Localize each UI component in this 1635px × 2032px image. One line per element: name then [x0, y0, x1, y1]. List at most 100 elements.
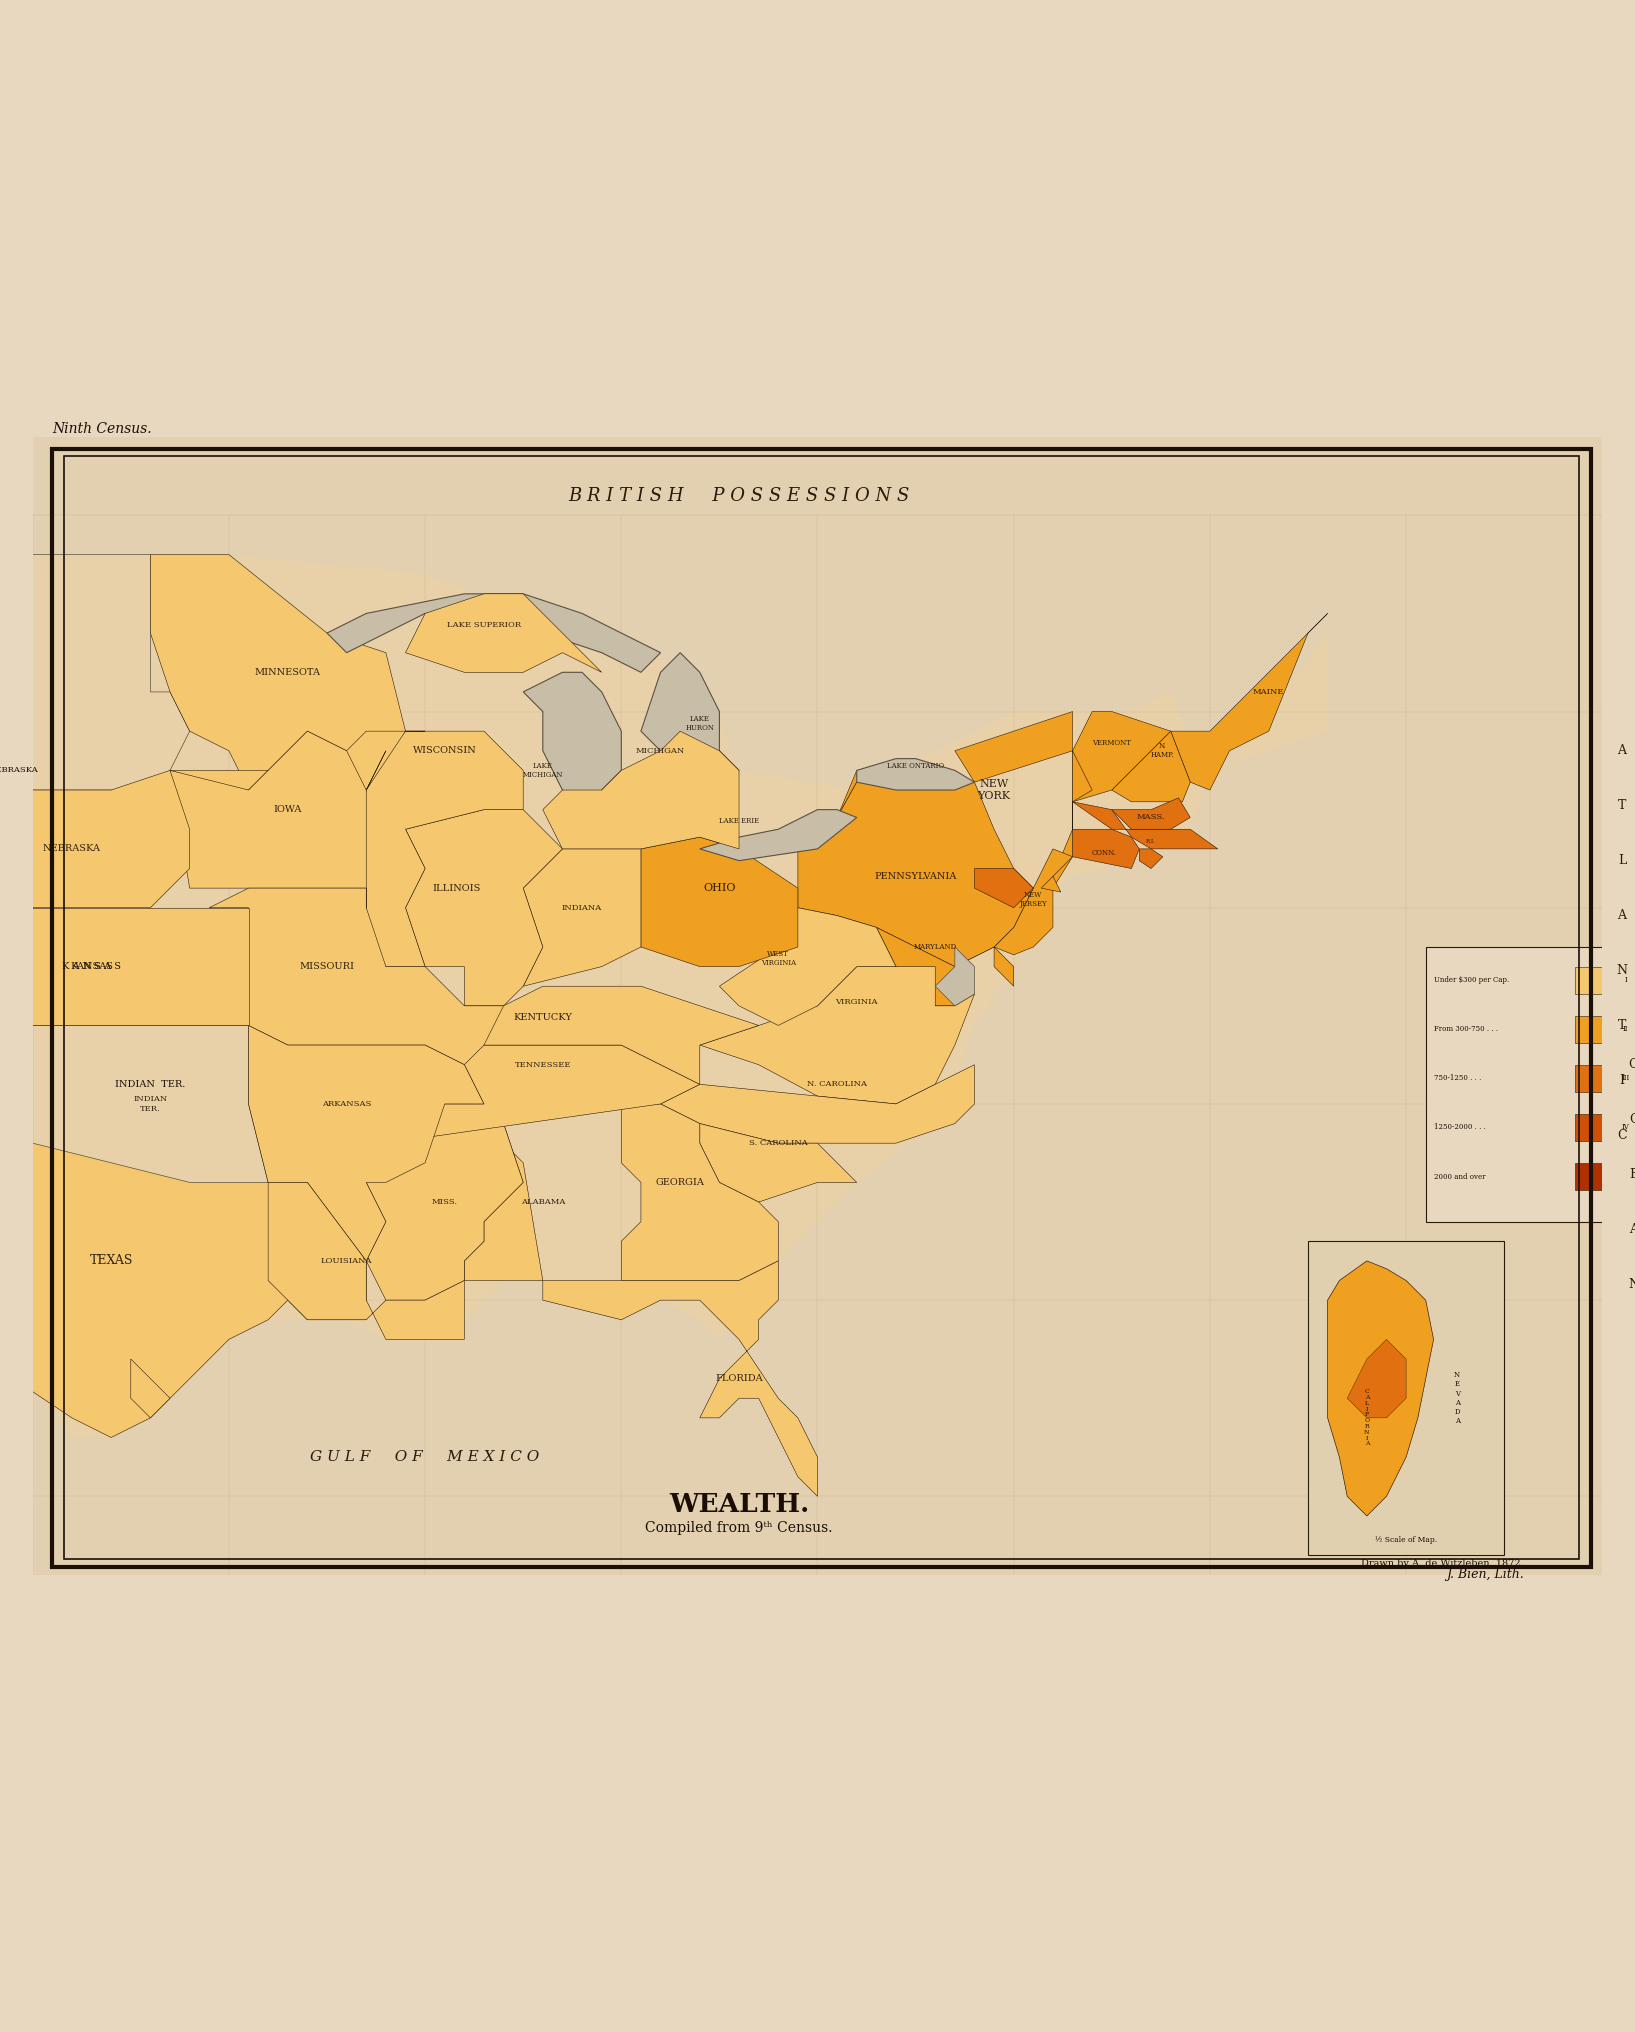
- Text: MISSOURI: MISSOURI: [299, 961, 355, 971]
- Text: MISS.: MISS.: [432, 1199, 458, 1207]
- Text: INDIAN
TER.: INDIAN TER.: [134, 1095, 167, 1114]
- Text: LAKE SUPERIOR: LAKE SUPERIOR: [446, 622, 522, 630]
- Text: MICHIGAN: MICHIGAN: [636, 748, 685, 754]
- Text: O: O: [1628, 1059, 1635, 1071]
- Text: VIRGINIA: VIRGINIA: [835, 998, 878, 1006]
- Bar: [1575, 1016, 1602, 1042]
- Polygon shape: [327, 593, 661, 673]
- Bar: [1308, 1242, 1504, 1554]
- Text: R.I.: R.I.: [1146, 839, 1156, 843]
- Text: G U L F     O F     M E X I C O: G U L F O F M E X I C O: [311, 1451, 540, 1465]
- Bar: [1575, 1065, 1602, 1091]
- Text: Compiled from 9ᵗʰ Census.: Compiled from 9ᵗʰ Census.: [646, 1520, 832, 1534]
- Text: ILLINOIS: ILLINOIS: [432, 884, 481, 892]
- Polygon shape: [1140, 849, 1162, 868]
- Text: Drawn by A. de Witzleben, 1872.: Drawn by A. de Witzleben, 1872.: [1360, 1559, 1524, 1567]
- Polygon shape: [0, 908, 249, 1026]
- Text: ½ Scale of Map.: ½ Scale of Map.: [1375, 1536, 1437, 1544]
- Polygon shape: [386, 1044, 700, 1144]
- Text: MAINE: MAINE: [1252, 689, 1285, 695]
- Text: N. CAROLINA: N. CAROLINA: [808, 1081, 867, 1089]
- Polygon shape: [249, 1026, 484, 1262]
- Polygon shape: [1073, 711, 1171, 803]
- Text: C: C: [1628, 1114, 1635, 1126]
- Text: N: N: [1617, 963, 1627, 977]
- Text: K A N S A S: K A N S A S: [62, 961, 121, 971]
- Polygon shape: [700, 1124, 857, 1203]
- Polygon shape: [405, 809, 562, 1006]
- Text: IV: IV: [1622, 1124, 1630, 1132]
- Text: NEW
JERSEY: NEW JERSEY: [1020, 892, 1046, 908]
- Text: T: T: [1617, 799, 1627, 813]
- Text: T: T: [1617, 1018, 1627, 1032]
- Text: LAKE ERIE: LAKE ERIE: [719, 817, 759, 825]
- Polygon shape: [641, 652, 739, 790]
- Polygon shape: [857, 758, 974, 790]
- Text: INDIAN  TER.: INDIAN TER.: [114, 1079, 186, 1089]
- Text: Under $300 per Cap.: Under $300 per Cap.: [1434, 975, 1509, 983]
- Text: J. Bien, Lith.: J. Bien, Lith.: [1445, 1569, 1524, 1581]
- Text: N.
HAMP.: N. HAMP.: [1151, 742, 1174, 760]
- Polygon shape: [1073, 803, 1218, 849]
- Polygon shape: [0, 555, 190, 790]
- Bar: [1575, 1162, 1602, 1191]
- Text: L: L: [1617, 853, 1627, 868]
- Text: I: I: [1619, 1073, 1625, 1087]
- Polygon shape: [700, 809, 857, 862]
- Text: LAKE
MICHIGAN: LAKE MICHIGAN: [523, 762, 562, 778]
- Polygon shape: [543, 1262, 818, 1496]
- Text: S. CAROLINA: S. CAROLINA: [749, 1140, 808, 1148]
- Text: PENNSYLVANIA: PENNSYLVANIA: [875, 872, 956, 880]
- Polygon shape: [0, 555, 33, 1026]
- Text: N: N: [1628, 1278, 1635, 1290]
- Polygon shape: [935, 947, 974, 1006]
- Text: KANSAS: KANSAS: [70, 961, 113, 971]
- Polygon shape: [837, 711, 1092, 967]
- Text: TEXAS: TEXAS: [90, 1254, 132, 1268]
- Polygon shape: [13, 1026, 366, 1437]
- Text: B R I T I S H     P O S S E S S I O N S: B R I T I S H P O S S E S S I O N S: [569, 488, 909, 504]
- Text: 750-1250 . . .: 750-1250 . . .: [1434, 1075, 1481, 1083]
- Polygon shape: [464, 1103, 543, 1280]
- Polygon shape: [150, 555, 425, 868]
- Text: 2000 and over: 2000 and over: [1434, 1172, 1485, 1181]
- Polygon shape: [994, 947, 1014, 986]
- Polygon shape: [719, 908, 896, 1026]
- Polygon shape: [543, 732, 739, 849]
- Text: ALABAMA: ALABAMA: [520, 1199, 566, 1207]
- Text: MASS.: MASS.: [1136, 813, 1166, 821]
- Text: MARYLAND: MARYLAND: [914, 943, 956, 951]
- Text: C: C: [1617, 1130, 1627, 1142]
- Polygon shape: [170, 732, 366, 908]
- Text: INDIANA: INDIANA: [562, 904, 602, 912]
- Text: VERMONT: VERMONT: [1092, 740, 1131, 748]
- Polygon shape: [974, 868, 1033, 908]
- Text: C
A
L
I
F
O
R
N
I
A: C A L I F O R N I A: [1364, 1390, 1370, 1447]
- Polygon shape: [464, 986, 759, 1085]
- Polygon shape: [268, 1183, 464, 1339]
- Text: 1250-2000 . . .: 1250-2000 . . .: [1434, 1124, 1486, 1132]
- Text: KENTUCKY: KENTUCKY: [513, 1014, 572, 1022]
- Bar: [1575, 967, 1602, 994]
- Polygon shape: [1041, 876, 1061, 892]
- Text: WEST
VIRGINIA: WEST VIRGINIA: [760, 951, 796, 967]
- Polygon shape: [1328, 1262, 1434, 1516]
- Text: III: III: [1622, 1075, 1630, 1083]
- Polygon shape: [33, 1026, 268, 1183]
- Polygon shape: [641, 837, 798, 967]
- Polygon shape: [798, 782, 1033, 967]
- Text: LOUISIANA: LOUISIANA: [320, 1258, 373, 1264]
- Polygon shape: [661, 1065, 974, 1144]
- Polygon shape: [1112, 732, 1190, 803]
- Text: I: I: [1625, 975, 1627, 983]
- Text: LAKE
HURON: LAKE HURON: [685, 715, 714, 732]
- Polygon shape: [700, 967, 974, 1103]
- Text: MINNESOTA: MINNESOTA: [255, 669, 320, 677]
- Text: FLORIDA: FLORIDA: [714, 1374, 764, 1384]
- Text: E: E: [1628, 1168, 1635, 1181]
- Text: WEALTH.: WEALTH.: [669, 1491, 809, 1516]
- Text: GEORGIA: GEORGIA: [656, 1179, 705, 1187]
- Text: LAKE ONTARIO: LAKE ONTARIO: [888, 762, 943, 770]
- Bar: [1426, 947, 1635, 1221]
- Polygon shape: [366, 1103, 523, 1300]
